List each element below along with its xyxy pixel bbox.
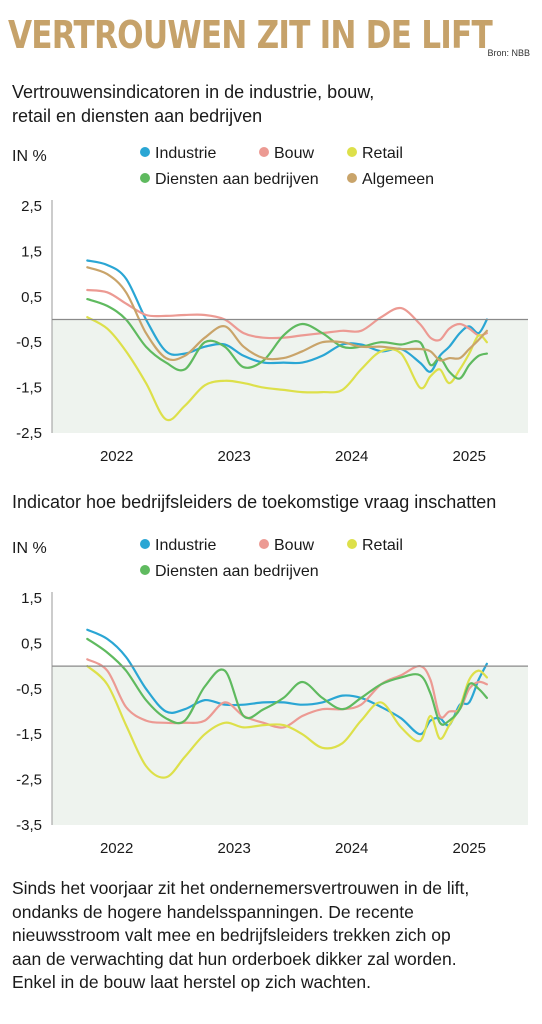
legend-dot-industrie [140, 147, 150, 157]
legend-label-retail: Retail [362, 537, 403, 554]
legend-label-industrie: Industrie [155, 145, 216, 162]
legend-label-retail: Retail [362, 145, 403, 162]
legend-dot-bouw [259, 539, 269, 549]
series-line-retail [86, 665, 488, 779]
legend-label-diensten: Diensten aan bedrijven [155, 563, 319, 580]
x-tick-label: 2025 [453, 448, 486, 465]
chart1-subtitle: Vertrouwensindicatoren in de industrie, … [12, 80, 512, 128]
x-tick-label: 2024 [335, 840, 368, 857]
y-tick-label: 1,5 [21, 590, 42, 607]
y-tick-label: -0,5 [16, 681, 42, 698]
series-line-diensten [86, 298, 488, 380]
x-tick-label: 2022 [100, 448, 133, 465]
x-tick-label: 2023 [217, 448, 250, 465]
y-tick-label: 0,5 [21, 635, 42, 652]
header: VERTROUWEN ZIT IN DE LIFT Bron: NBB [8, 4, 534, 66]
chart1-unit-label: IN % [12, 148, 47, 165]
caption-line: Sinds het voorjaar zit het ondernemersve… [12, 878, 470, 898]
x-tick-label: 2023 [217, 840, 250, 857]
legend-label-bouw: Bouw [274, 145, 314, 162]
chart1-subtitle-line1: Vertrouwensindicatoren in de industrie, … [12, 82, 375, 102]
y-tick-label: -2,5 [16, 772, 42, 789]
negative-region [52, 319, 528, 433]
series-line-retail [86, 316, 488, 422]
source-label: Bron: NBB [487, 48, 530, 58]
legend-label-diensten: Diensten aan bedrijven [155, 171, 319, 188]
legend-label-industrie: Industrie [155, 537, 216, 554]
legend-dot-bouw [259, 147, 269, 157]
chart1-svg: IN % Industrie Bouw Retail Diensten aan … [12, 145, 528, 465]
caption: Sinds het voorjaar zit het ondernemersve… [12, 877, 532, 995]
y-tick-label: -1,5 [16, 380, 42, 397]
y-tick-label: -3,5 [16, 817, 42, 834]
chart2-unit-label: IN % [12, 540, 47, 557]
caption-line: nieuwsstroom valt mee en bedrijfsleiders… [12, 925, 451, 945]
legend-label-bouw: Bouw [274, 537, 314, 554]
caption-line: aan de verwachting dat hun orderboek dik… [12, 948, 457, 969]
legend-dot-diensten [140, 173, 150, 183]
chart1-subtitle-line2: retail en diensten aan bedrijven [12, 106, 263, 126]
y-tick-label: -1,5 [16, 726, 42, 743]
legend-dot-algemeen [347, 173, 357, 183]
series-line-bouw [86, 658, 488, 729]
chart2-svg: IN % Industrie Bouw Retail Diensten aan … [12, 537, 528, 857]
legend-dot-retail [347, 539, 357, 549]
caption-line: ondanks de hogere handelsspanningen. De … [12, 901, 414, 922]
legend-label-algemeen: Algemeen [362, 171, 434, 188]
y-tick-label: -0,5 [16, 334, 42, 351]
series-line-diensten [86, 637, 488, 726]
y-tick-label: 2,5 [21, 198, 42, 215]
chart2-legend: Industrie Bouw Retail Diensten aan bedri… [140, 537, 403, 580]
chart2-subtitle-line: Indicator hoe bedrijfsleiders de toekoms… [12, 492, 497, 512]
y-tick-label: 1,5 [21, 243, 42, 260]
series-line-industrie [86, 259, 488, 373]
chart1-legend: Industrie Bouw Retail Diensten aan bedri… [140, 145, 434, 188]
x-tick-label: 2025 [453, 840, 486, 857]
x-tick-label: 2024 [335, 448, 368, 465]
chart1-plot-area: 2,5 1,5 0,5 -0,5 -1,5 -2,5 2022 2023 2024 2025 [16, 198, 528, 465]
legend-dot-retail [347, 147, 357, 157]
x-tick-label: 2022 [100, 840, 133, 857]
y-tick-label: 0,5 [21, 289, 42, 306]
legend-dot-diensten [140, 565, 150, 575]
y-tick-label: -2,5 [16, 425, 42, 442]
series-line-algemeen [86, 266, 488, 362]
chart2-plot-area: 1,5 0,5 -0,5 -1,5 -2,5 -3,5 2022 2023 2024 2025 [16, 590, 528, 857]
page-title: VERTROUWEN ZIT IN DE LIFT [8, 13, 493, 57]
legend-dot-industrie [140, 539, 150, 549]
caption-line: Enkel in de bouw laat herstel op zich wa… [12, 972, 371, 992]
chart2-subtitle: Indicator hoe bedrijfsleiders de toekoms… [12, 490, 512, 514]
